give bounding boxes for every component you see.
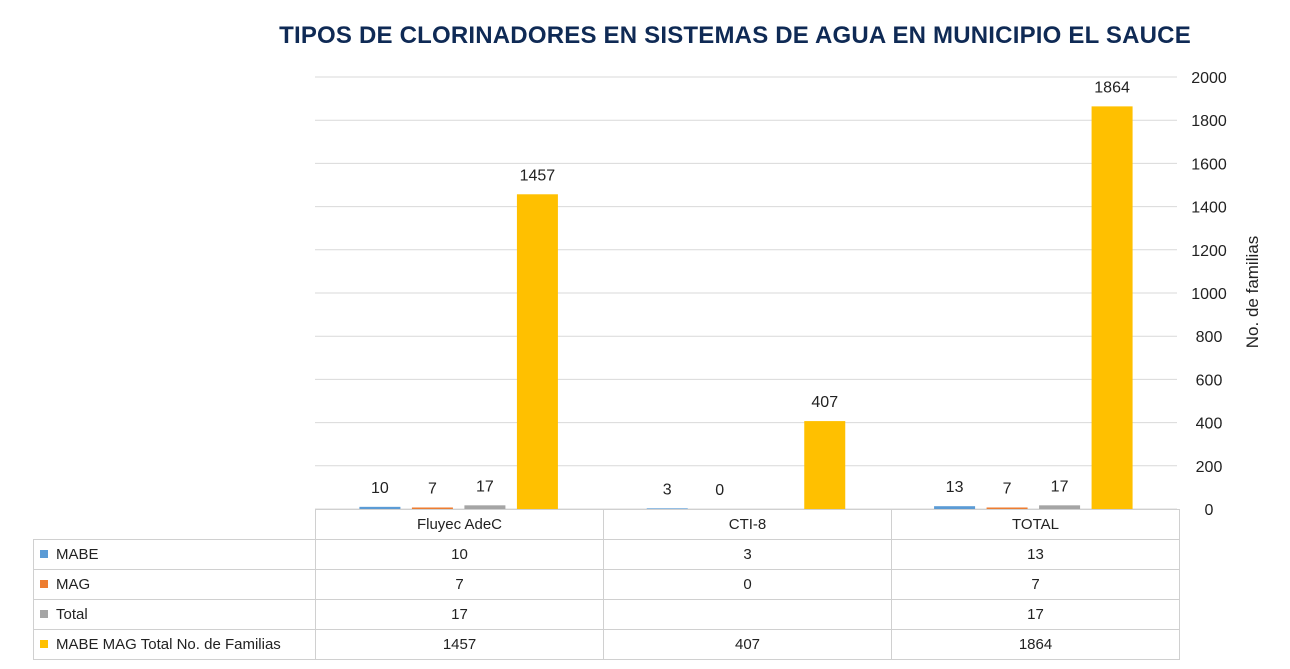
table-cell: 17 — [315, 599, 604, 630]
legend-key-mag — [40, 580, 48, 588]
table-cell: 407 — [603, 629, 892, 660]
table-cell: 1864 — [891, 629, 1180, 660]
legend-label: Total — [56, 606, 88, 623]
table-cell: 13 — [891, 539, 1180, 570]
y-tick-label: 1000 — [1191, 286, 1227, 303]
bar — [646, 508, 688, 509]
table-cell: 0 — [603, 569, 892, 600]
table-cell: 7 — [315, 569, 604, 600]
data-label: 10 — [371, 480, 389, 497]
y-tick-label: 600 — [1196, 372, 1223, 389]
table-corner — [33, 509, 316, 540]
y-tick-label: 800 — [1196, 329, 1223, 346]
legend-label: MABE — [56, 546, 99, 563]
legend-key-total — [40, 610, 48, 618]
table-cell — [603, 599, 892, 630]
y-tick-label: 400 — [1196, 416, 1223, 433]
bar — [411, 507, 453, 509]
bar — [1039, 505, 1081, 509]
data-label: 7 — [1003, 480, 1012, 497]
table-cell: 1457 — [315, 629, 604, 660]
y-tick-label: 1200 — [1191, 243, 1227, 260]
table-cell: 3 — [603, 539, 892, 570]
legend-key-mabe — [40, 550, 48, 558]
data-label: 1864 — [1094, 79, 1130, 96]
data-table: Fluyec AdeC CTI-8 TOTAL MABE 10 3 13 MAG… — [33, 509, 1180, 660]
y-tick-label: 1400 — [1191, 200, 1227, 217]
table-category-header: TOTAL — [891, 509, 1180, 540]
table-row: MABE 10 3 13 — [33, 539, 1180, 570]
table-row: MAG 7 0 7 — [33, 569, 1180, 600]
data-table-header-row: Fluyec AdeC CTI-8 TOTAL — [33, 509, 1180, 540]
bar — [359, 506, 401, 509]
table-row: Total 17 17 — [33, 599, 1180, 630]
data-label: 0 — [715, 482, 724, 499]
chart-title: TIPOS DE CLORINADORES EN SISTEMAS DE AGU… — [279, 22, 1191, 49]
bar — [934, 506, 976, 509]
y-tick-label: 1600 — [1191, 156, 1227, 173]
data-label: 407 — [811, 394, 838, 411]
data-label: 1457 — [520, 167, 556, 184]
bar — [516, 194, 558, 509]
bar — [804, 421, 846, 509]
table-cell: 10 — [315, 539, 604, 570]
legend-label: MABE MAG Total No. de Familias — [56, 636, 281, 653]
data-label: 3 — [663, 481, 672, 498]
bar — [1091, 106, 1133, 509]
y-axis-label: No. de familias — [1243, 235, 1262, 349]
table-cell: 7 — [891, 569, 1180, 600]
bar — [986, 507, 1028, 509]
y-tick-label: 2000 — [1191, 70, 1227, 87]
legend-key-familias — [40, 640, 48, 648]
data-label: 13 — [946, 479, 964, 496]
y-tick-label: 200 — [1196, 459, 1223, 476]
table-category-header: CTI-8 — [603, 509, 892, 540]
legend-label: MAG — [56, 576, 91, 593]
y-tick-label: 0 — [1205, 502, 1214, 519]
bar — [464, 505, 506, 509]
data-label: 17 — [1051, 478, 1069, 495]
table-cell: 17 — [891, 599, 1180, 630]
y-tick-label: 1800 — [1191, 113, 1227, 130]
data-label: 7 — [428, 480, 437, 497]
table-row: MABE MAG Total No. de Familias 1457 407 … — [33, 629, 1180, 660]
table-category-header: Fluyec AdeC — [315, 509, 604, 540]
data-label: 17 — [476, 478, 494, 495]
